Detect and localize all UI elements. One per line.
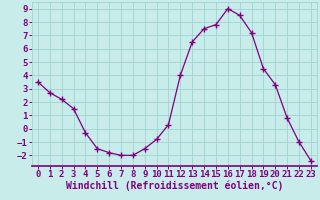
X-axis label: Windchill (Refroidissement éolien,°C): Windchill (Refroidissement éolien,°C) bbox=[66, 181, 283, 191]
